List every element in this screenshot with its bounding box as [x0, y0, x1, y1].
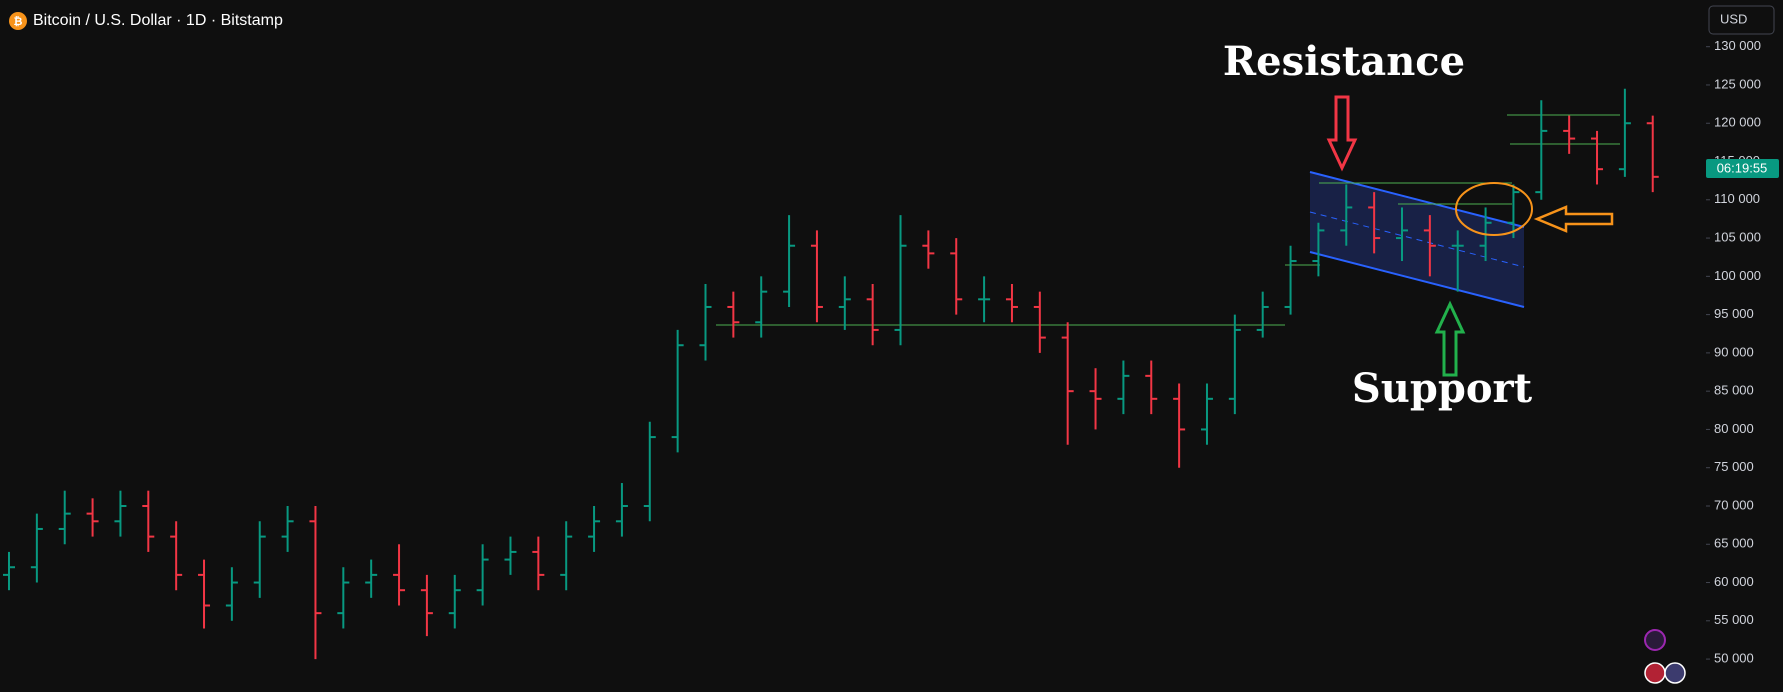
- y-tick-label: 60 000: [1714, 574, 1754, 589]
- y-tick-label: 85 000: [1714, 383, 1754, 398]
- alert-icon[interactable]: [1644, 629, 1666, 651]
- btc-icon: [9, 12, 27, 30]
- btc-symbol: ₿: [14, 16, 23, 28]
- y-tick-label: 90 000: [1714, 344, 1754, 359]
- y-tick-label: 130 000: [1714, 38, 1761, 53]
- left-arrow: [1533, 205, 1614, 233]
- price-axis: 50 000 55 000 60 000 65 000 70 000 75 000 80 0…: [1706, 38, 1761, 666]
- y-tick-label: 105 000: [1714, 230, 1761, 245]
- y-tick-label: 120 000: [1714, 115, 1761, 130]
- currency-button[interactable]: [1708, 5, 1775, 35]
- y-tick-label: 100 000: [1714, 268, 1761, 283]
- annotation-text: Support: [1352, 365, 1533, 412]
- y-tick-label: 110 000: [1714, 191, 1760, 206]
- y-tick-label: 65 000: [1714, 536, 1754, 551]
- y-tick-label: 55 000: [1714, 612, 1754, 627]
- chart-title: Bitcoin / U.S. Dollar · 1D · Bitstamp: [33, 12, 283, 29]
- countdown: 06:19:55: [1717, 160, 1768, 175]
- y-tick-label: 80 000: [1714, 421, 1754, 436]
- highlight-ellipse: [1455, 182, 1533, 236]
- channel-lower: [1309, 251, 1525, 308]
- y-tick-label: 125 000: [1714, 76, 1761, 91]
- countdown-box: [1706, 159, 1779, 178]
- y-tick-label: 50 000: [1714, 651, 1754, 666]
- y-tick-label: 95 000: [1714, 306, 1754, 321]
- up-arrow: [1434, 300, 1466, 377]
- channel-upper: [1309, 171, 1525, 228]
- annotations: Resistance Support: [1223, 38, 1614, 412]
- y-tick-label: 75 000: [1714, 459, 1754, 474]
- drawings: [716, 114, 1620, 326]
- flag-icon[interactable]: [1664, 662, 1686, 684]
- currency[interactable]: USD: [1720, 11, 1747, 26]
- down-arrow: [1326, 95, 1358, 172]
- flag-icon[interactable]: [1644, 662, 1666, 684]
- y-tick-label: 70 000: [1714, 497, 1754, 512]
- annotation-text: Resistance: [1223, 38, 1465, 85]
- price-bars: [3, 88, 1659, 660]
